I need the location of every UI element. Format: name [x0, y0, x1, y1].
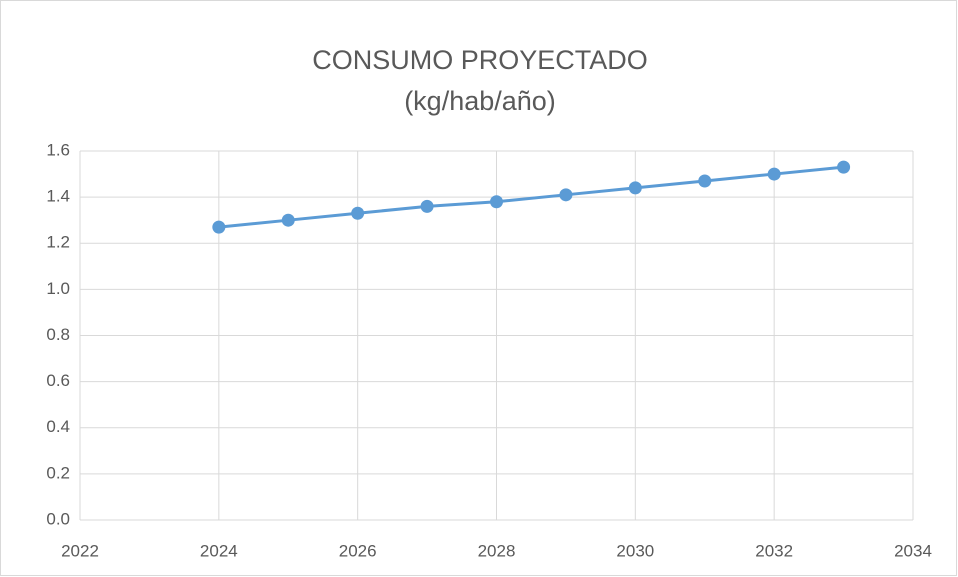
point: [767, 167, 781, 181]
point: [212, 220, 226, 234]
y-tick-label: 0.8: [46, 325, 70, 344]
point: [559, 188, 573, 202]
point: [837, 160, 851, 174]
y-tick-label: 1.4: [46, 187, 70, 206]
series-line: [218, 165, 844, 229]
x-tick-label: 2024: [200, 541, 238, 560]
chart-title: CONSUMO PROYECTADO: [312, 45, 648, 75]
point: [351, 206, 365, 220]
chart-subtitle: (kg/hab/año): [404, 86, 556, 116]
x-tick-label: 2034: [894, 541, 932, 560]
y-tick-label: 0.2: [46, 463, 70, 482]
point: [698, 174, 712, 188]
x-tick-label: 2022: [61, 541, 99, 560]
point: [628, 181, 642, 195]
x-tick-label: 2032: [755, 541, 793, 560]
y-tick-label: 0.0: [46, 509, 70, 528]
point: [281, 213, 295, 227]
y-tick-label: 1.2: [46, 233, 70, 252]
x-tick-label: 2030: [616, 541, 654, 560]
y-tick-label: 1.6: [46, 140, 70, 159]
y-tick-label: 1.0: [46, 279, 70, 298]
y-tick-label: 0.4: [46, 417, 70, 436]
x-tick-label: 2028: [478, 541, 516, 560]
point: [490, 195, 503, 209]
x-tick-label: 2026: [339, 541, 377, 560]
point: [420, 199, 434, 213]
y-tick-label: 0.6: [46, 371, 70, 390]
